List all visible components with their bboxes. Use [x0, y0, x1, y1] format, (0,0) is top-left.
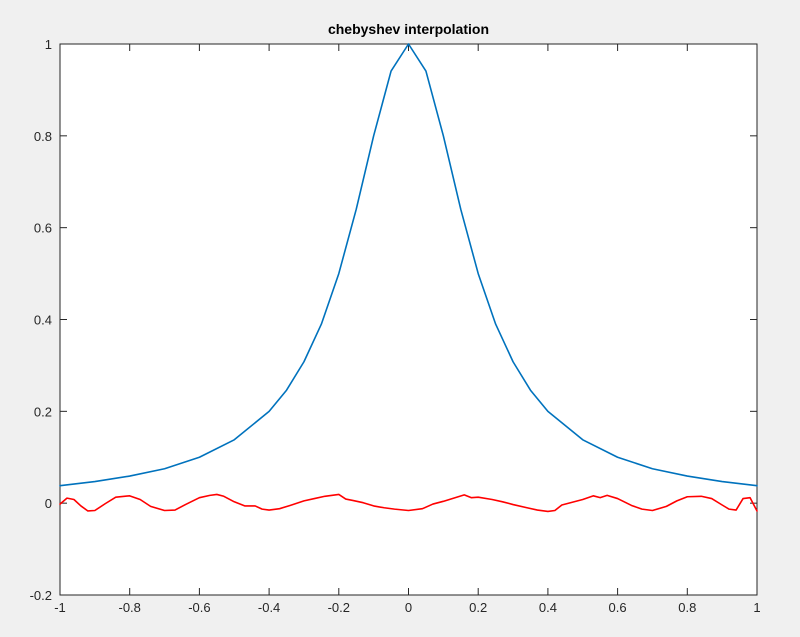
y-tick-label: 0.4 — [34, 313, 52, 328]
x-tick-label: 1 — [753, 600, 760, 615]
y-tick-label: 0.2 — [34, 404, 52, 419]
plot-area — [59, 43, 758, 513]
series-line-red — [59, 493, 758, 513]
y-axis: -0.2 0 0.2 0.4 0.6 0.8 1 — [30, 37, 757, 603]
y-tick-label: 0.6 — [34, 221, 52, 236]
x-tick-label: -0.4 — [258, 600, 280, 615]
axes-background — [59, 43, 758, 596]
x-tick-label: -0.2 — [328, 600, 350, 615]
x-tick-label: -1 — [54, 600, 66, 615]
y-tick-label: 0 — [45, 496, 52, 511]
x-axis: -1 -0.8 -0.6 -0.4 -0.2 0 0.2 0.4 0.6 0.8 1 — [54, 44, 761, 615]
x-tick-label: 0.4 — [539, 600, 557, 615]
y-tick-label: 0.8 — [34, 129, 52, 144]
chart-title: chebyshev interpolation — [328, 21, 489, 37]
y-tick-label: -0.2 — [30, 588, 52, 603]
x-tick-label: -0.8 — [118, 600, 140, 615]
x-tick-label: -0.6 — [188, 600, 210, 615]
x-tick-label: 0.8 — [678, 600, 696, 615]
x-tick-label: 0.6 — [609, 600, 627, 615]
y-tick-label: 1 — [45, 37, 52, 52]
x-tick-label: 0 — [405, 600, 412, 615]
x-tick-label: 0.2 — [469, 600, 487, 615]
series-line-blue — [59, 43, 758, 487]
